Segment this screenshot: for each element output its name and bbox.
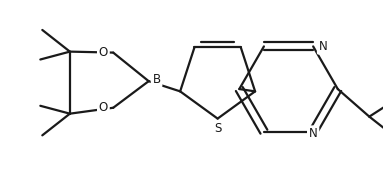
Text: B: B (152, 73, 161, 86)
Text: O: O (99, 46, 108, 59)
Text: N: N (309, 127, 318, 140)
Text: O: O (99, 101, 108, 114)
Text: N: N (318, 40, 327, 53)
Text: S: S (214, 122, 221, 135)
